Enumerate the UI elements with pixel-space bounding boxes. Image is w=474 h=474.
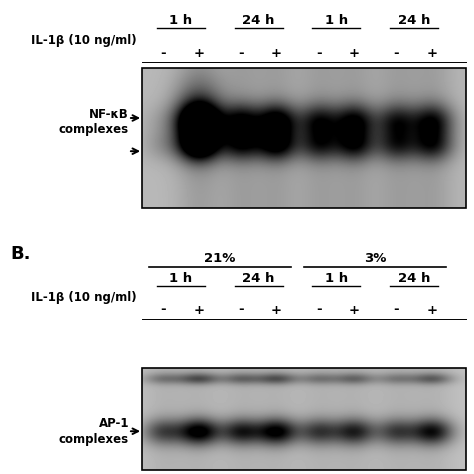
Text: -: - — [316, 46, 321, 60]
Bar — [142, 68, 466, 208]
Text: 1 h: 1 h — [325, 272, 348, 285]
Text: -: - — [316, 303, 321, 317]
Text: +: + — [349, 46, 360, 60]
Bar — [142, 368, 466, 470]
Text: +: + — [193, 46, 204, 60]
Text: +: + — [193, 303, 204, 317]
Text: -: - — [160, 46, 166, 60]
Text: 24 h: 24 h — [398, 14, 430, 27]
Text: -: - — [160, 303, 166, 317]
Text: 24 h: 24 h — [243, 272, 275, 285]
Text: +: + — [349, 303, 360, 317]
Text: -: - — [238, 303, 244, 317]
Text: +: + — [427, 46, 438, 60]
Text: +: + — [427, 303, 438, 317]
Text: +: + — [271, 46, 282, 60]
Text: complexes: complexes — [59, 433, 129, 446]
Text: -: - — [238, 46, 244, 60]
Text: 24 h: 24 h — [398, 272, 430, 285]
Text: 1 h: 1 h — [169, 14, 192, 27]
Text: AP-1: AP-1 — [99, 417, 129, 430]
Text: +: + — [271, 303, 282, 317]
Text: 1 h: 1 h — [169, 272, 192, 285]
Text: -: - — [393, 46, 399, 60]
Text: IL-1β (10 ng/ml): IL-1β (10 ng/ml) — [31, 34, 137, 46]
Text: complexes: complexes — [59, 122, 129, 136]
Text: -: - — [393, 303, 399, 317]
Text: 24 h: 24 h — [243, 14, 275, 27]
Text: NF-κB: NF-κB — [89, 108, 129, 120]
Text: 1 h: 1 h — [325, 14, 348, 27]
Text: 3%: 3% — [364, 252, 386, 265]
Text: B.: B. — [10, 245, 30, 263]
Text: IL-1β (10 ng/ml): IL-1β (10 ng/ml) — [31, 292, 137, 304]
Text: 21%: 21% — [204, 252, 236, 265]
